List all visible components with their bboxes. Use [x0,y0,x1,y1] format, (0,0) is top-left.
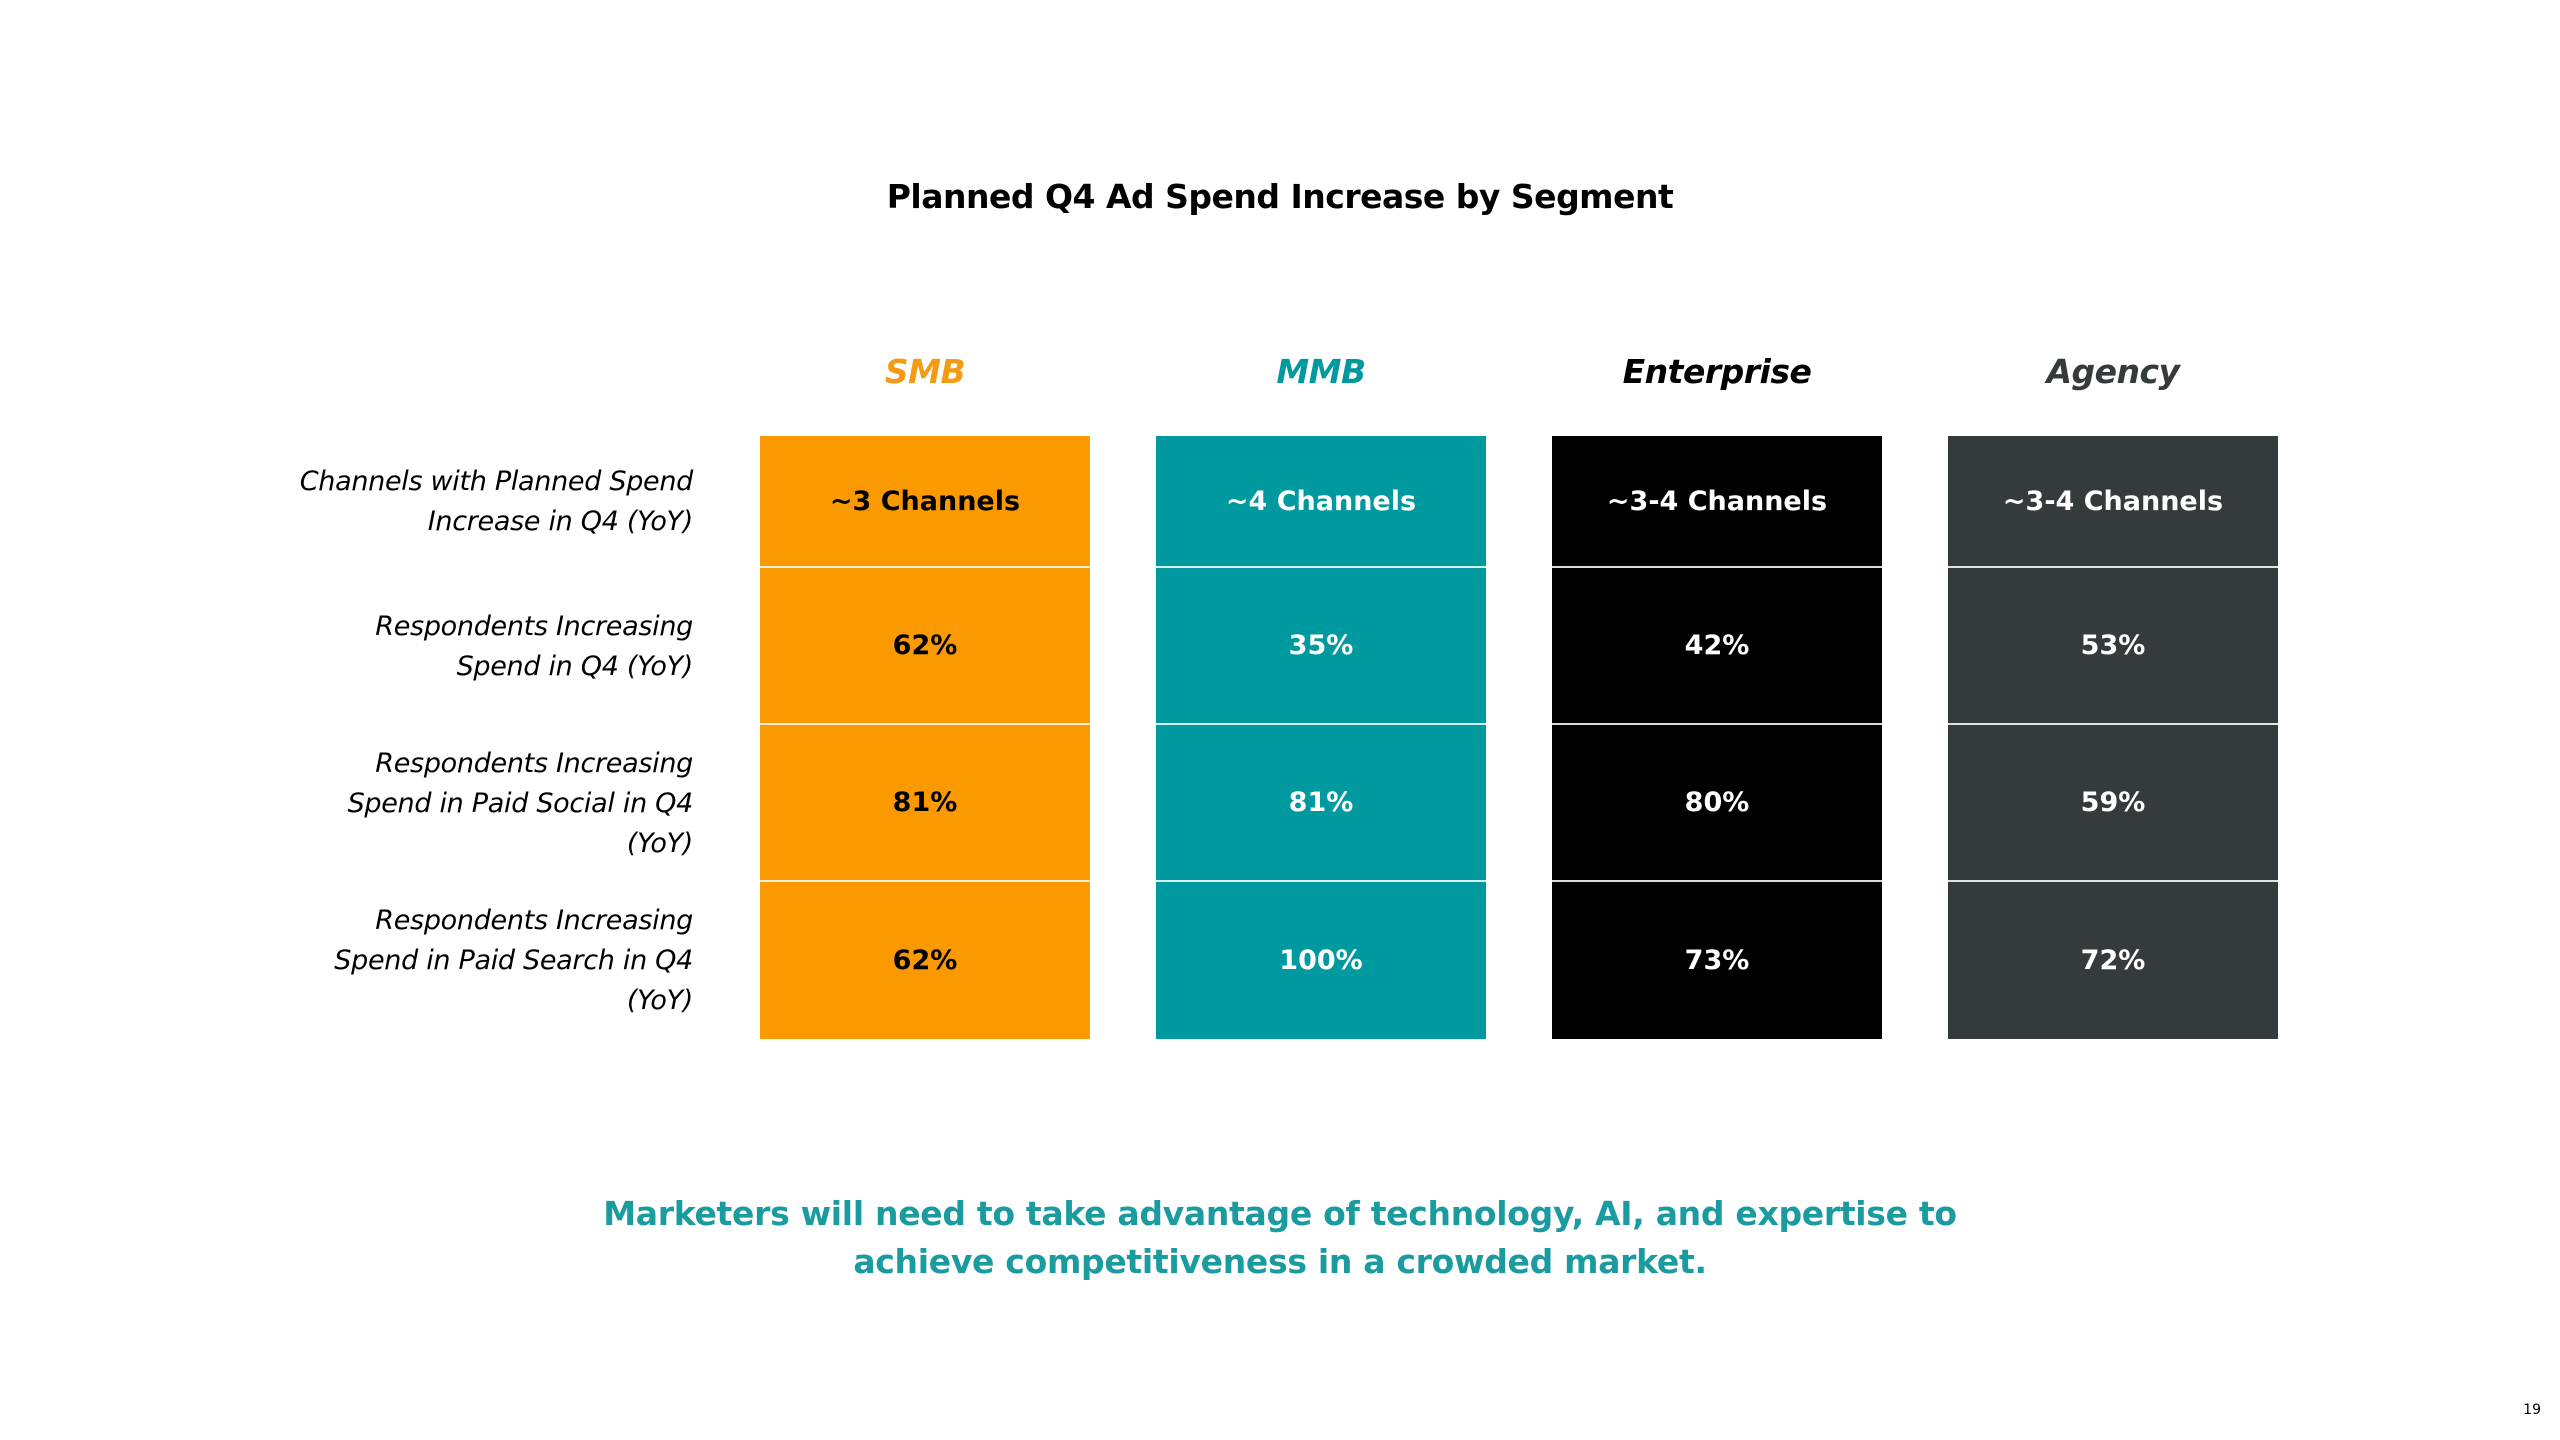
cell-enterprise-row-2: 42% [1552,568,1882,725]
cell-smb-row-2: 62% [760,568,1090,725]
column-header-agency: Agency [2046,352,2180,391]
cell-enterprise-row-4: 73% [1552,882,1882,1039]
footer-message: Marketers will need to take advantage of… [0,1190,2560,1286]
column-header-enterprise: Enterprise [1622,352,1812,391]
cell-agency-row-2: 53% [1948,568,2278,725]
row-label-1: Channels with Planned Spend Increase in Q… [299,466,694,537]
cell-agency-row-4: 72% [1948,882,2278,1039]
cell-smb-row-3: 81% [760,725,1090,882]
cell-mmb-row-4: 100% [1156,882,1486,1039]
column-header-smb: SMB [884,352,966,391]
cell-mmb-row-1: ~4 Channels [1156,436,1486,568]
cell-agency-row-3: 59% [1948,725,2278,882]
footer-line-2: achieve competitiveness in a crowded mar… [853,1242,1707,1281]
cell-mmb-row-3: 81% [1156,725,1486,882]
cell-smb-row-1: ~3 Channels [760,436,1090,568]
cell-mmb-row-2: 35% [1156,568,1486,725]
cell-agency-row-1: ~3-4 Channels [1948,436,2278,568]
row-label-3: Respondents Increasing Spend in Paid Soci… [347,747,694,859]
chart-title: Planned Q4 Ad Spend Increase by Segment [886,177,1674,216]
row-label-2: Respondents Increasing Spend in Q4 (YoY) [375,610,693,682]
cell-smb-row-4: 62% [760,882,1090,1039]
row-label-4: Respondents Increasing Spend in Paid Sear… [334,904,693,1016]
page-number: 19 [2523,1402,2541,1418]
cell-enterprise-row-3: 80% [1552,725,1882,882]
column-header-mmb: MMB [1276,352,1366,391]
footer-line-1: Marketers will need to take advantage of… [603,1194,1957,1233]
cell-enterprise-row-1: ~3-4 Channels [1552,436,1882,568]
